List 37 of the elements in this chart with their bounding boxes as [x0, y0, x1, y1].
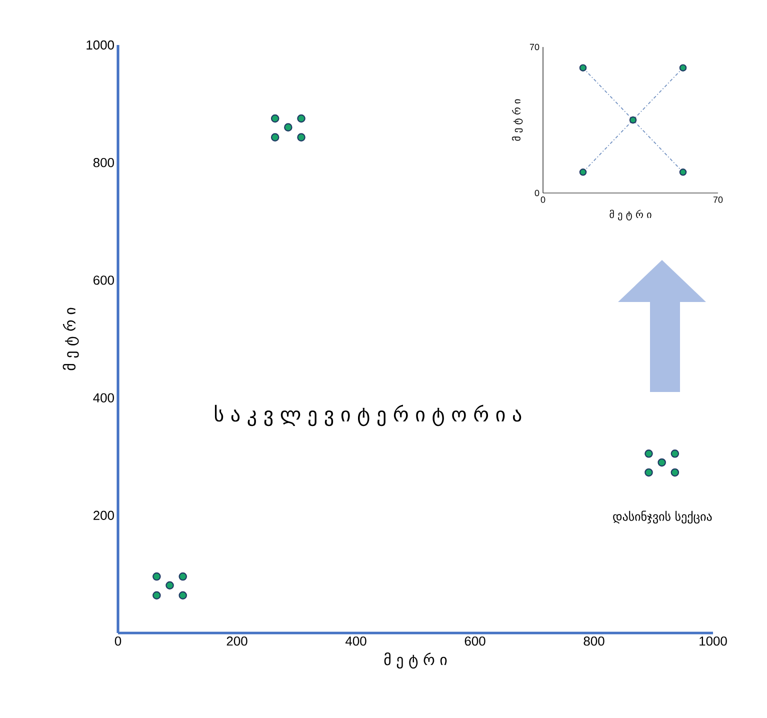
point	[152, 591, 161, 600]
point	[644, 468, 653, 477]
y-tick-label: 400	[93, 393, 114, 402]
point	[644, 450, 653, 458]
y-tick-label: 800	[93, 158, 114, 168]
y-tick-label: 1000	[86, 40, 114, 50]
point	[679, 168, 687, 176]
y-tick-label: 600	[94, 276, 114, 285]
point	[579, 168, 587, 176]
point	[166, 581, 174, 590]
point	[270, 133, 280, 142]
point	[284, 123, 292, 132]
annotation: ს ა კ ვ ლ ე ვ ი ტ ე რ ი ტ ო რ ი ა	[214, 404, 522, 426]
y-tick-label: 200	[94, 510, 114, 520]
point	[152, 572, 161, 581]
point	[178, 572, 187, 581]
point	[297, 114, 306, 123]
point	[579, 64, 587, 72]
point	[670, 468, 680, 477]
x-axis-title: მ ე ტ რ ი	[384, 652, 447, 669]
x-tick-label: 200	[226, 636, 248, 646]
annotation: დასინჯვის სექცია	[613, 510, 712, 524]
x-tick-label: 800	[584, 636, 604, 646]
point	[270, 114, 280, 123]
y-axis-title: მ ე ტ რ ი	[62, 308, 79, 370]
point	[297, 133, 306, 142]
point	[178, 591, 187, 600]
x-tick-label: 600	[464, 636, 486, 646]
point	[629, 116, 637, 124]
x-axis-title: მ ე ტ რ ი	[610, 210, 652, 220]
point	[670, 450, 680, 458]
point	[679, 64, 687, 72]
point	[658, 458, 666, 467]
x-tick-label: 1000	[700, 636, 727, 646]
x-tick-label: 0	[114, 636, 122, 646]
x-tick-label: 400	[345, 636, 366, 646]
y-axis-title: მ ე ტ რ ი	[512, 99, 523, 141]
